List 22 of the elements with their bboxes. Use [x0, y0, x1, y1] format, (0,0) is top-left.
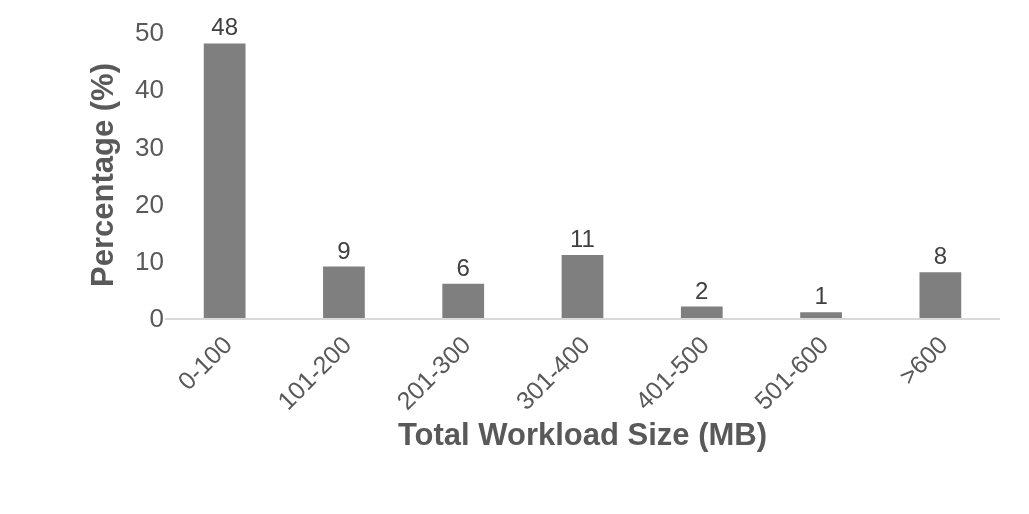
- y-tick-label: 0: [149, 303, 164, 334]
- y-tick-label: 50: [135, 17, 164, 48]
- bar: [203, 43, 246, 318]
- bar: [800, 312, 842, 318]
- y-tick-label: 10: [135, 245, 164, 276]
- data-label: 2: [695, 276, 709, 304]
- x-axis-title: Total Workload Size (MB): [397, 417, 768, 453]
- data-label: 8: [933, 242, 948, 270]
- y-tick-label: 30: [135, 131, 164, 162]
- bar: [442, 283, 485, 318]
- data-label: 9: [337, 236, 351, 264]
- y-tick-label: 40: [135, 74, 164, 105]
- y-axis-title: Percentage (%): [84, 63, 120, 287]
- data-label: 1: [814, 282, 828, 310]
- data-label: 48: [211, 13, 238, 41]
- bar: [919, 272, 962, 318]
- data-label: 6: [456, 253, 470, 281]
- data-label: 11: [570, 225, 595, 253]
- bar: [561, 255, 604, 318]
- bar: [680, 306, 723, 318]
- y-tick-label: 20: [135, 188, 164, 219]
- bar: [323, 266, 365, 318]
